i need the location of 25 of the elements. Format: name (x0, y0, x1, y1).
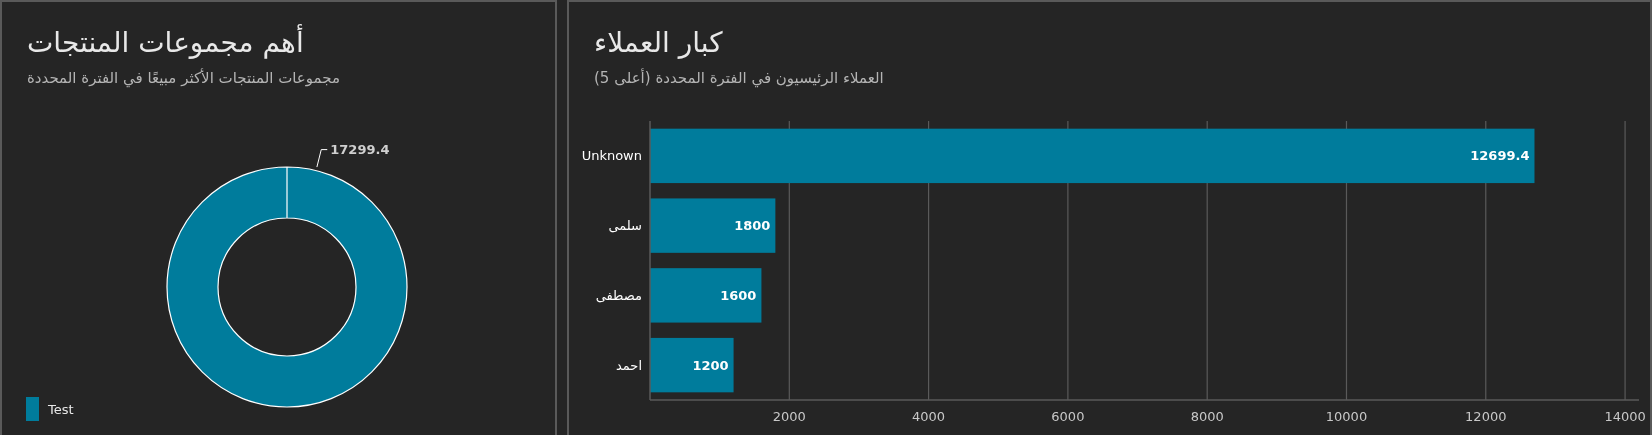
x-tick-label: 10000 (1325, 408, 1368, 424)
data-label: 12699.4 (1470, 148, 1530, 164)
data-label: 1800 (734, 218, 771, 234)
chart-title: أهم مجموعات المنتجات (27, 22, 304, 59)
chart-subtitle: مجموعات المنتجات الأكثر مبيعًا في الفترة المحددة (27, 68, 340, 88)
data-label: 1600 (720, 287, 757, 303)
x-tick-label: 14000 (1604, 408, 1646, 424)
data-label: 17299.4 (330, 142, 390, 158)
chart-title: كبار العملاء (594, 25, 724, 59)
y-tick-label: Unknown (581, 148, 642, 164)
bar (650, 268, 762, 323)
y-tick-label: سلمى (608, 218, 642, 234)
bar (650, 337, 734, 393)
chart-subtitle: العملاء الرئيسيون في الفترة المحددة (أعلى 5) (594, 68, 884, 88)
x-tick-label: 8000 (1190, 408, 1224, 424)
x-tick-label: 6000 (1051, 408, 1085, 424)
x-tick-label: 2000 (772, 408, 806, 424)
bar (650, 128, 1535, 184)
data-label: 1200 (692, 357, 729, 373)
bar (650, 198, 776, 253)
y-tick-label: مصطفى (595, 287, 642, 303)
x-tick-label: 4000 (912, 408, 946, 424)
legend-label: Test (47, 401, 74, 417)
y-tick-label: احمد (616, 357, 642, 373)
x-tick-label: 12000 (1465, 408, 1507, 424)
